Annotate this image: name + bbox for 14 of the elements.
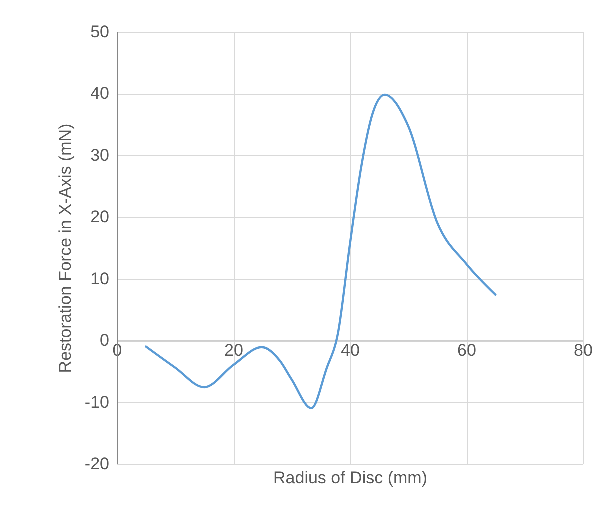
x-tick-label: 20 bbox=[224, 341, 244, 360]
x-tick-label: 80 bbox=[574, 341, 593, 360]
y-tick-label: 30 bbox=[90, 146, 110, 165]
y-tick-label: -10 bbox=[84, 392, 110, 412]
y-tick-label: -20 bbox=[84, 454, 110, 474]
x-tick-label: 40 bbox=[341, 341, 360, 360]
y-tick-label: 10 bbox=[90, 269, 110, 288]
x-tick-label: 60 bbox=[458, 341, 476, 360]
y-tick-label: 20 bbox=[90, 208, 110, 227]
x-axis-title: Radius of Disc (mm) bbox=[274, 468, 428, 488]
line-series bbox=[145, 94, 497, 410]
y-tick-label: 40 bbox=[90, 84, 110, 104]
y-tick-label: 50 bbox=[90, 22, 110, 42]
y-axis-title: Restoration Force in X-Axis (mN) bbox=[56, 124, 75, 374]
